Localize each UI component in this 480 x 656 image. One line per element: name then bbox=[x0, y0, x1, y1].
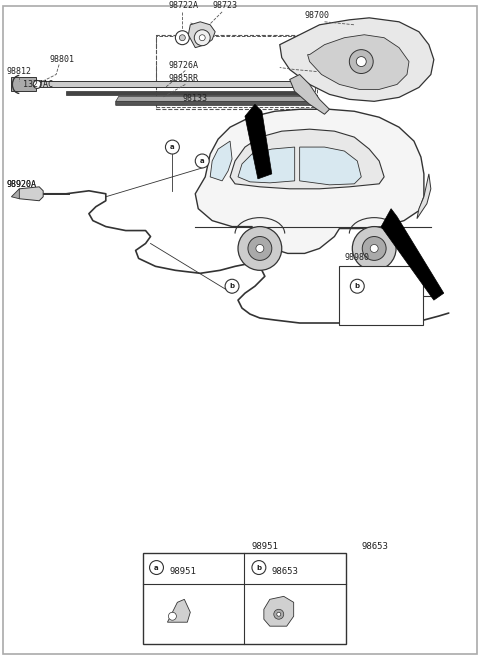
Text: 98133: 98133 bbox=[182, 94, 207, 104]
Polygon shape bbox=[66, 91, 305, 95]
Circle shape bbox=[248, 237, 272, 260]
FancyBboxPatch shape bbox=[339, 266, 423, 325]
Circle shape bbox=[180, 35, 185, 41]
Circle shape bbox=[350, 279, 364, 293]
Polygon shape bbox=[264, 596, 294, 626]
Polygon shape bbox=[417, 174, 431, 218]
Text: b: b bbox=[256, 565, 262, 571]
Text: 98920A: 98920A bbox=[6, 180, 36, 189]
Circle shape bbox=[277, 612, 281, 616]
Polygon shape bbox=[188, 22, 215, 48]
Polygon shape bbox=[230, 129, 384, 189]
Circle shape bbox=[238, 226, 282, 270]
Circle shape bbox=[199, 35, 205, 41]
Text: 98920A: 98920A bbox=[6, 180, 36, 189]
Text: a: a bbox=[200, 158, 204, 164]
Polygon shape bbox=[195, 110, 424, 253]
Polygon shape bbox=[116, 101, 318, 106]
Circle shape bbox=[195, 154, 209, 168]
Circle shape bbox=[370, 245, 378, 253]
Circle shape bbox=[194, 30, 210, 46]
Circle shape bbox=[352, 226, 396, 270]
Polygon shape bbox=[238, 147, 295, 183]
Text: 98801: 98801 bbox=[49, 54, 74, 64]
Circle shape bbox=[225, 279, 239, 293]
Text: 1327AC: 1327AC bbox=[24, 81, 53, 89]
Polygon shape bbox=[168, 600, 190, 622]
Circle shape bbox=[33, 81, 41, 89]
Circle shape bbox=[256, 245, 264, 253]
Circle shape bbox=[168, 612, 176, 620]
Polygon shape bbox=[12, 189, 19, 199]
Circle shape bbox=[362, 237, 386, 260]
Polygon shape bbox=[300, 147, 361, 185]
Circle shape bbox=[349, 50, 373, 73]
Polygon shape bbox=[245, 104, 272, 179]
Polygon shape bbox=[308, 35, 409, 89]
Circle shape bbox=[150, 561, 164, 575]
Circle shape bbox=[175, 31, 189, 45]
Circle shape bbox=[274, 609, 284, 619]
Polygon shape bbox=[210, 141, 232, 181]
Text: 98951: 98951 bbox=[252, 542, 279, 550]
Polygon shape bbox=[280, 18, 434, 101]
Circle shape bbox=[356, 56, 366, 66]
Text: 98653: 98653 bbox=[361, 542, 388, 550]
Text: 98951: 98951 bbox=[169, 567, 196, 576]
Text: 98726A: 98726A bbox=[168, 60, 198, 70]
Text: a: a bbox=[154, 565, 159, 571]
Text: 98653: 98653 bbox=[272, 567, 299, 576]
Polygon shape bbox=[12, 77, 36, 91]
Text: a: a bbox=[170, 144, 175, 150]
Text: 98812: 98812 bbox=[6, 68, 31, 77]
Text: b: b bbox=[229, 283, 235, 289]
Polygon shape bbox=[290, 75, 329, 114]
Text: b: b bbox=[355, 283, 360, 289]
Polygon shape bbox=[19, 81, 300, 87]
Polygon shape bbox=[116, 96, 314, 101]
Polygon shape bbox=[381, 209, 444, 300]
Circle shape bbox=[252, 561, 266, 575]
Text: 98980: 98980 bbox=[344, 253, 370, 262]
Text: 9885RR: 9885RR bbox=[168, 74, 198, 83]
Polygon shape bbox=[16, 187, 43, 201]
Text: 98723: 98723 bbox=[212, 1, 237, 10]
Text: 98700: 98700 bbox=[305, 11, 330, 20]
Circle shape bbox=[166, 140, 180, 154]
FancyBboxPatch shape bbox=[143, 552, 347, 644]
Text: 98722A: 98722A bbox=[168, 1, 198, 10]
